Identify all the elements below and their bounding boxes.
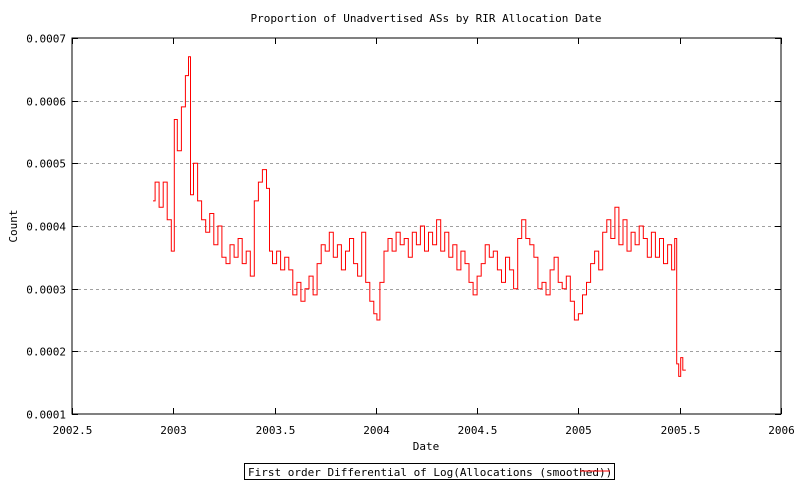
y-tick-label: 0.0006 bbox=[26, 96, 66, 109]
x-tick-label: 2003.5 bbox=[256, 424, 296, 437]
plot-border bbox=[71, 37, 782, 415]
x-tick-label: 2004.5 bbox=[458, 424, 498, 437]
x-tick-label: 2005.5 bbox=[661, 424, 701, 437]
x-tick-label: 2005 bbox=[565, 424, 592, 437]
series-line-0 bbox=[153, 56, 686, 377]
grid bbox=[72, 101, 781, 352]
legend-label: First order Differential of Log(Allocati… bbox=[248, 466, 612, 479]
x-tick-label: 2004 bbox=[363, 424, 390, 437]
y-tick-label: 0.0001 bbox=[26, 409, 66, 422]
y-tick-label: 0.0004 bbox=[26, 221, 66, 234]
series-layer bbox=[153, 56, 686, 377]
axis-ticks: 0.0001 0.0002 0.0003 0.0004 0.0005 0.0006 0.00… bbox=[26, 33, 795, 438]
legend: First order Differential of Log(Allocati… bbox=[244, 463, 615, 480]
x-axis-label: Date bbox=[413, 440, 440, 453]
y-tick-label: 0.0002 bbox=[26, 346, 66, 359]
y-tick-label: 0.0007 bbox=[26, 33, 66, 46]
chart-title: Proportion of Unadvertised ASs by RIR Al… bbox=[251, 12, 602, 25]
y-axis-label: Count bbox=[7, 209, 20, 242]
x-tick-label: 2006 bbox=[768, 424, 795, 437]
y-tick-label: 0.0005 bbox=[26, 158, 66, 171]
y-tick-label: 0.0003 bbox=[26, 284, 66, 297]
x-tick-label: 2003 bbox=[160, 424, 187, 437]
x-tick-label: 2002.5 bbox=[53, 424, 93, 437]
